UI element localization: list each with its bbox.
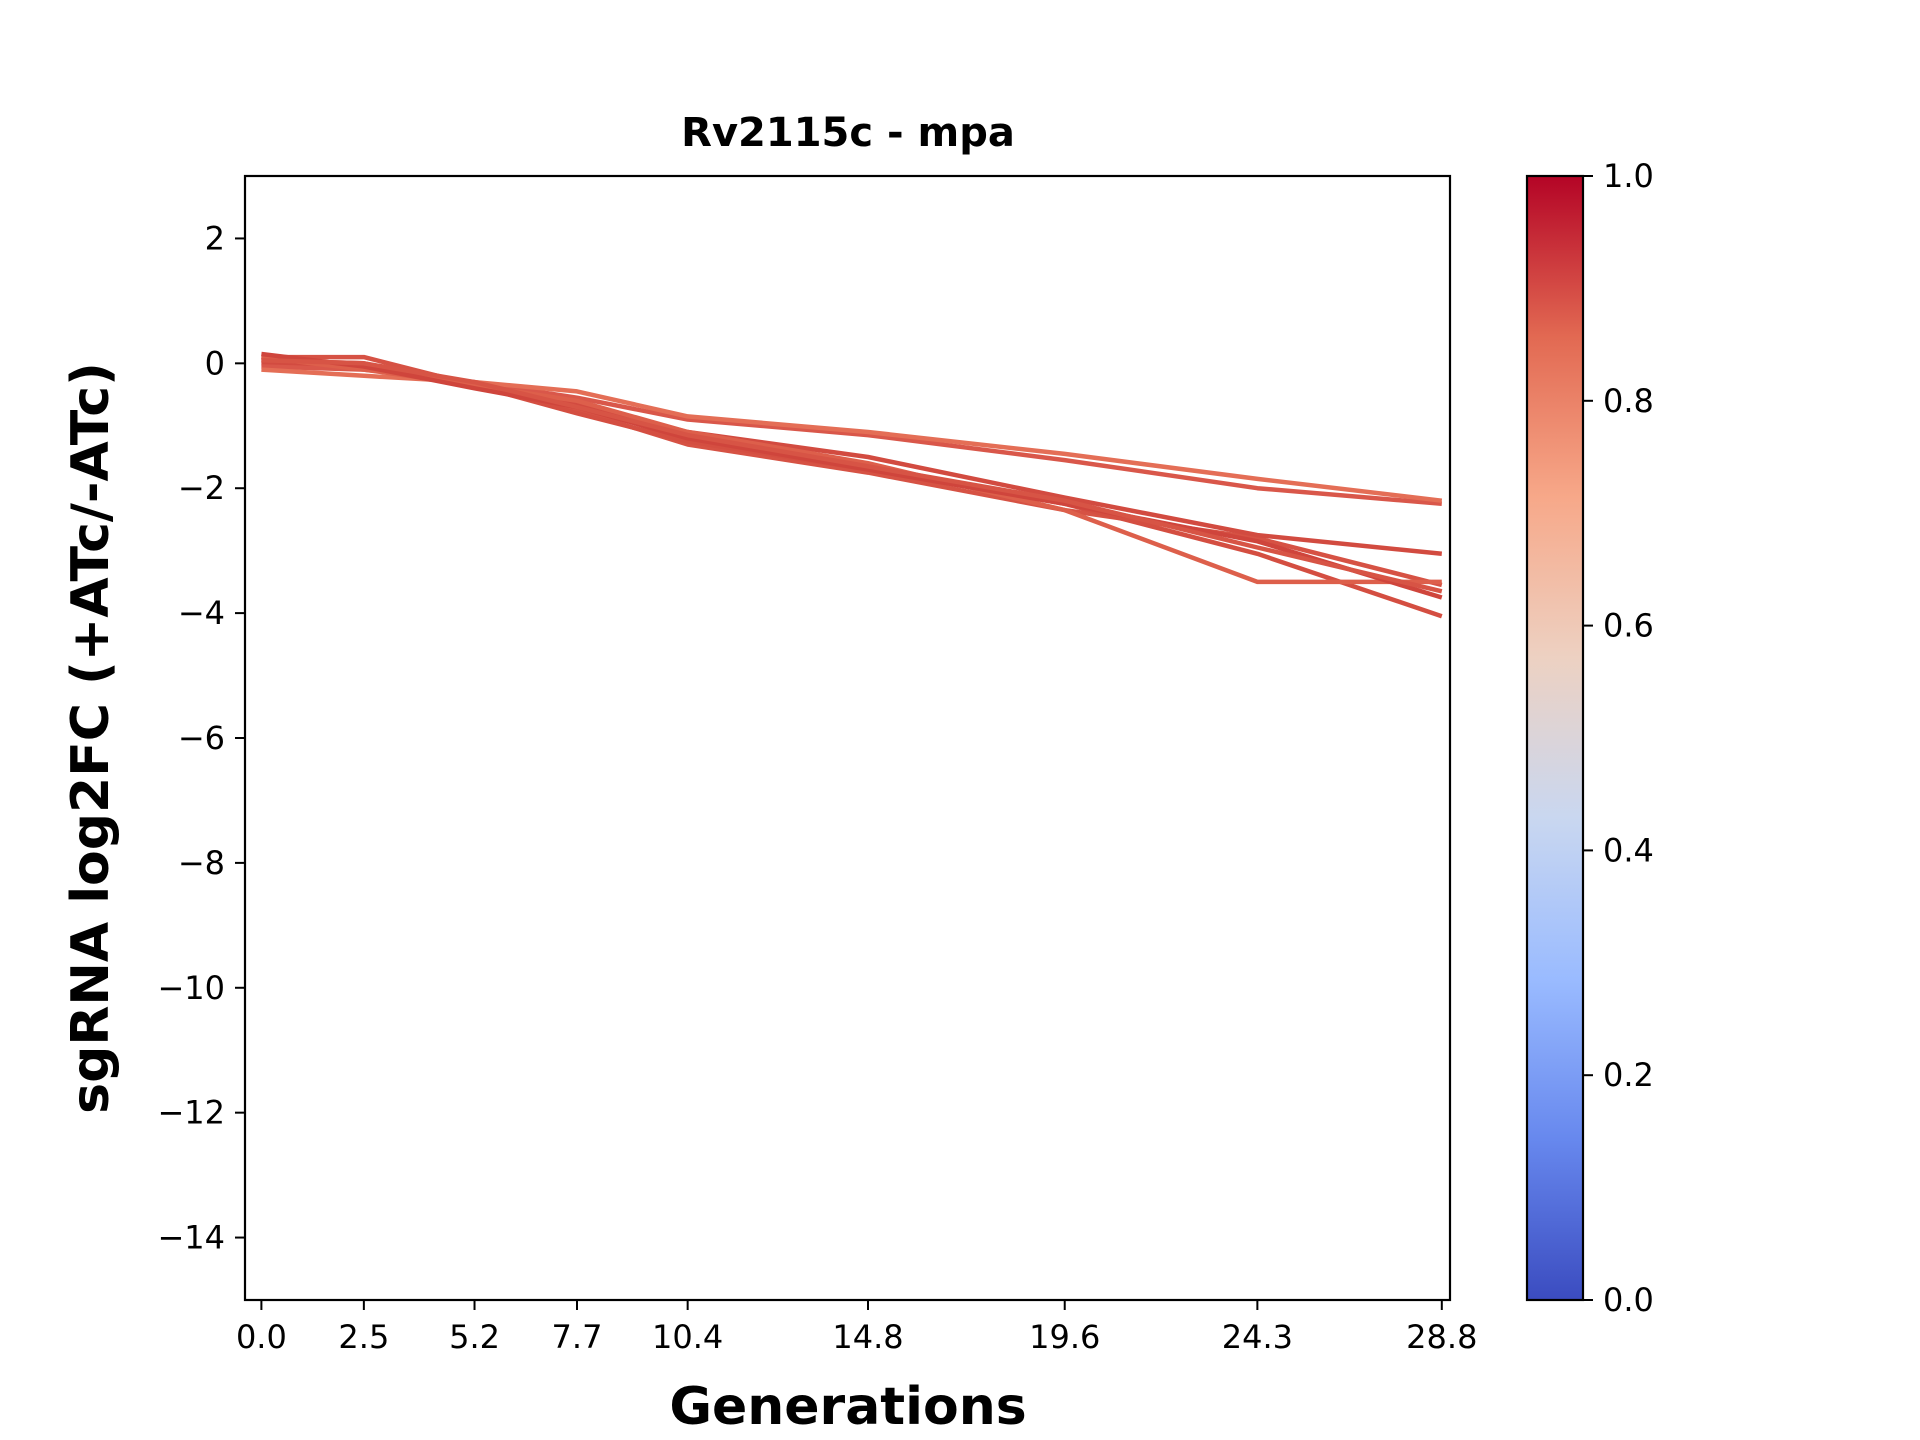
- colorbar-tick-label: 0.2: [1603, 1056, 1654, 1094]
- y-tick-label: 2: [205, 219, 225, 257]
- y-tick-label: 0: [205, 344, 225, 382]
- chart-title: Rv2115c - mpa: [681, 110, 1015, 156]
- colorbar-tick-label: 0.0: [1603, 1281, 1654, 1319]
- x-tick-label: 7.7: [552, 1318, 603, 1356]
- x-axis: 0.0 2.5 5.2 7.7 10.4 14.8 19.6 24.3 28.8: [236, 1300, 1477, 1356]
- x-tick-label: 28.8: [1406, 1318, 1477, 1356]
- x-tick-label: 10.4: [652, 1318, 723, 1356]
- series-line-7: [261, 351, 1443, 600]
- series-line-8: [261, 357, 1443, 594]
- y-axis-label: sgRNA log2FC (+ATc/-ATc): [61, 362, 121, 1114]
- y-tick-label: −12: [157, 1094, 225, 1132]
- x-tick-label: 0.0: [236, 1318, 287, 1356]
- x-tick-label: 5.2: [449, 1318, 500, 1356]
- colorbar-ticks: 0.0 0.2 0.4 0.6 0.8 1.0: [1583, 157, 1654, 1319]
- x-tick-label: 2.5: [338, 1318, 389, 1356]
- x-axis-label: Generations: [669, 1377, 1026, 1437]
- colorbar-tick-label: 0.4: [1603, 831, 1654, 869]
- series-line-4: [261, 367, 1443, 503]
- y-tick-label: −2: [178, 469, 225, 507]
- colorbar-gradient: [1527, 176, 1583, 1300]
- x-tick-label: 19.6: [1029, 1318, 1100, 1356]
- y-tick-label: −4: [178, 594, 225, 632]
- x-tick-label: 14.8: [832, 1318, 903, 1356]
- series-layer: [261, 351, 1443, 619]
- plot-area: [245, 176, 1450, 1300]
- y-tick-label: −14: [157, 1219, 225, 1257]
- colorbar-tick-label: 0.8: [1603, 382, 1654, 420]
- x-tick-label: 24.3: [1222, 1318, 1293, 1356]
- y-tick-label: −10: [157, 969, 225, 1007]
- colorbar-tick-label: 1.0: [1603, 157, 1654, 195]
- colorbar: 0.0 0.2 0.4 0.6 0.8 1.0: [1525, 157, 1654, 1319]
- y-tick-label: −6: [178, 719, 225, 757]
- y-tick-label: −8: [178, 844, 225, 882]
- y-axis: 2 0 −2 −4 −6 −8 −10 −12 −14: [157, 219, 245, 1257]
- colorbar-frame: [1525, 174, 1585, 1302]
- colorbar-tick-label: 0.6: [1603, 607, 1654, 645]
